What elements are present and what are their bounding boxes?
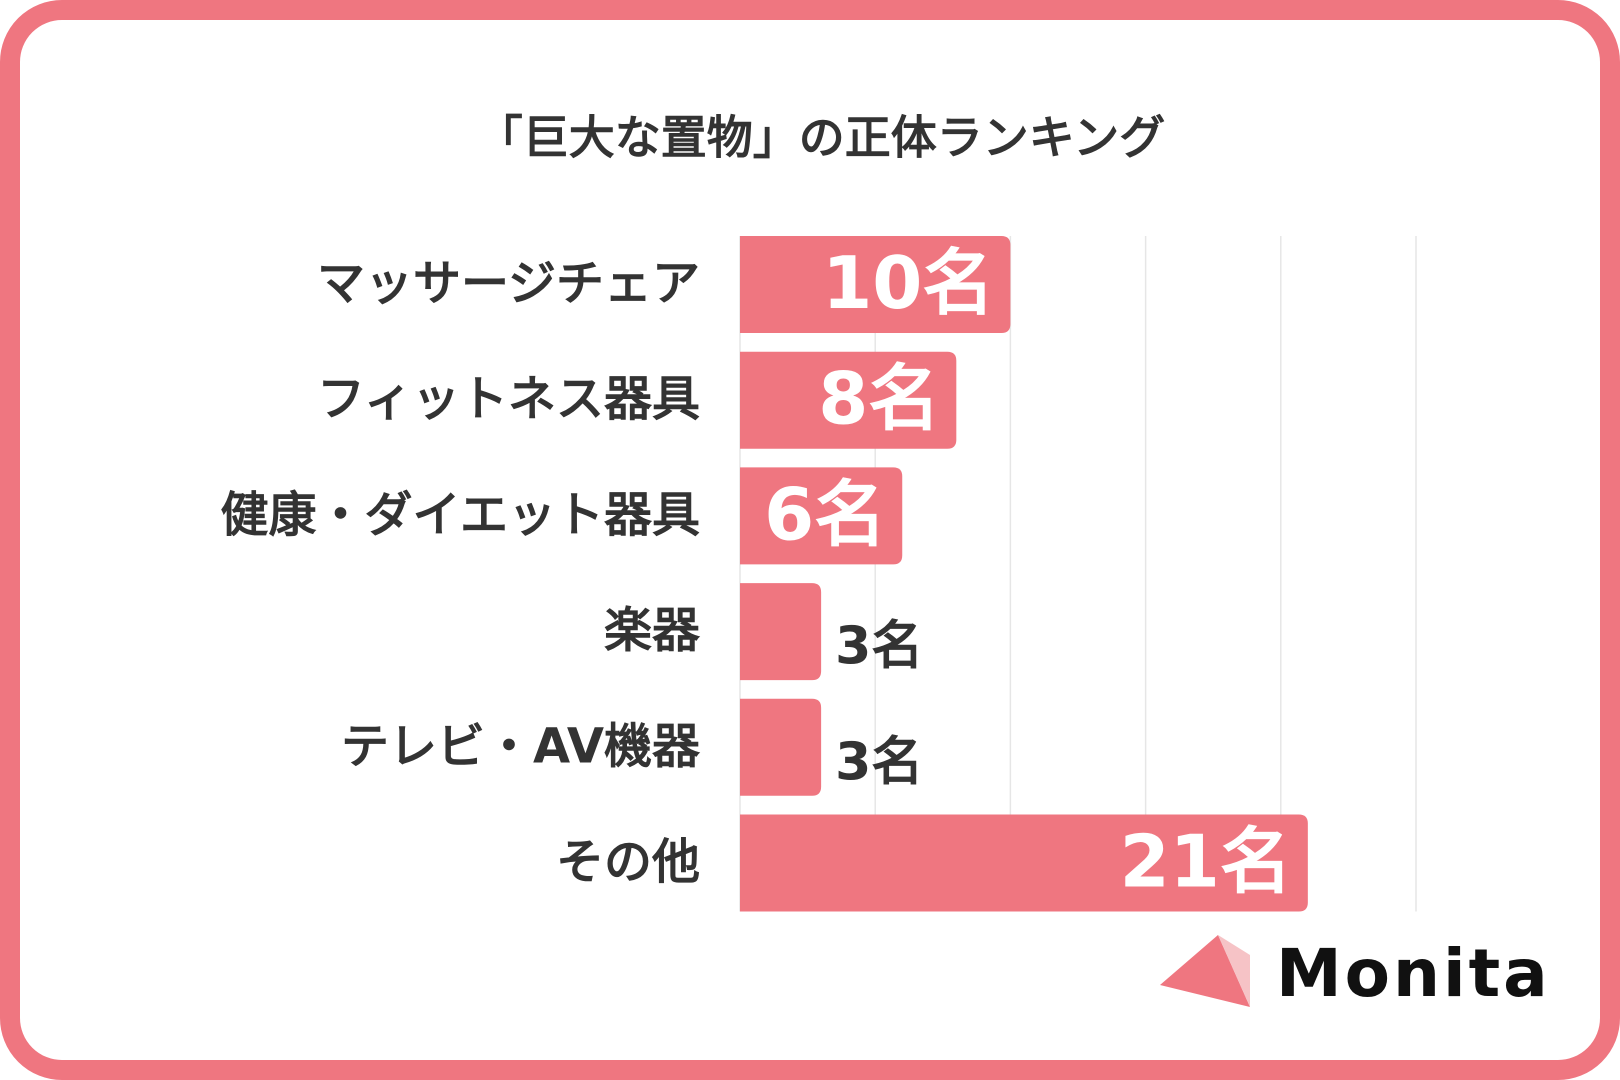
- y-tick-label: フィットネス器具: [317, 371, 700, 427]
- y-tick-label: テレビ・AV機器: [341, 718, 701, 774]
- logo-mark: [1160, 935, 1250, 1007]
- chart-title: 「巨大な置物」の正体ランキング: [477, 111, 1166, 165]
- value-label: 3名: [835, 732, 923, 792]
- y-tick-label: マッサージチェア: [317, 256, 700, 312]
- brand-name: Monita: [1276, 935, 1551, 1012]
- y-tick-label: その他: [556, 834, 700, 890]
- y-tick-label: 楽器: [604, 603, 701, 659]
- value-label: 10名: [822, 241, 994, 325]
- value-label: 3名: [835, 617, 923, 677]
- y-tick-label: 健康・ダイエット器具: [220, 487, 700, 543]
- value-label: 21名: [1120, 820, 1292, 904]
- bar: [740, 583, 822, 681]
- value-label: 8名: [818, 357, 940, 441]
- logo: Monita: [1160, 935, 1551, 1012]
- bar: [740, 236, 1011, 333]
- logo-mark-shade: [1218, 935, 1250, 1007]
- bar: [740, 467, 903, 565]
- value-label: 6名: [764, 472, 886, 556]
- bar: [740, 698, 822, 796]
- bar: [740, 814, 1308, 912]
- bar: [740, 351, 957, 449]
